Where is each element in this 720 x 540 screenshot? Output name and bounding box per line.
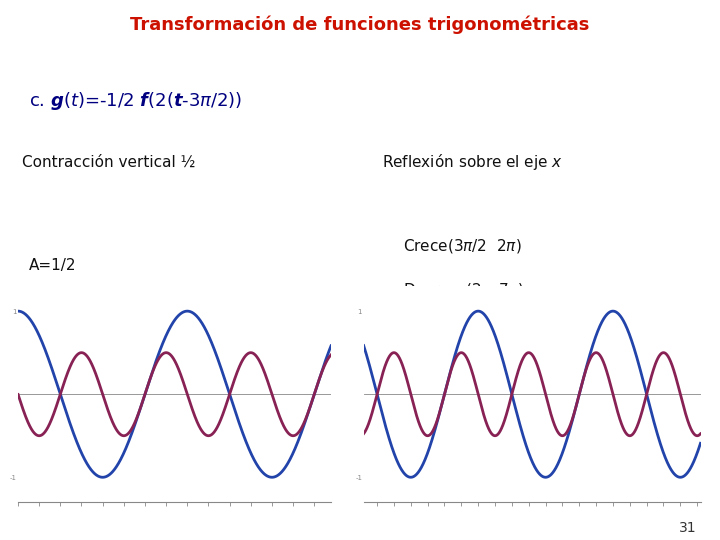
Text: Reflexión sobre el eje $\mathit{x}$: Reflexión sobre el eje $\mathit{x}$: [382, 152, 562, 172]
Text: Crece$(3\pi/2\ \ 2\pi)$: Crece$(3\pi/2\ \ 2\pi)$: [403, 237, 522, 255]
Text: Contracción vertical ½: Contracción vertical ½: [22, 155, 195, 170]
Text: A=1/2: A=1/2: [29, 258, 76, 273]
Text: Decrece$(2\pi,7\pi)$: Decrece$(2\pi,7\pi)$: [403, 281, 524, 299]
Text: 31: 31: [679, 521, 696, 535]
Text: c. $\bfit{g}$$(t)$=-1/2 $\bfit{f}$$(2(\bfit{t}$-3$\pi$/2)): c. $\bfit{g}$$(t)$=-1/2 $\bfit{f}$$(2(\b…: [29, 90, 242, 112]
Text: Transformación de funciones trigonométricas: Transformación de funciones trigonométri…: [130, 16, 590, 34]
